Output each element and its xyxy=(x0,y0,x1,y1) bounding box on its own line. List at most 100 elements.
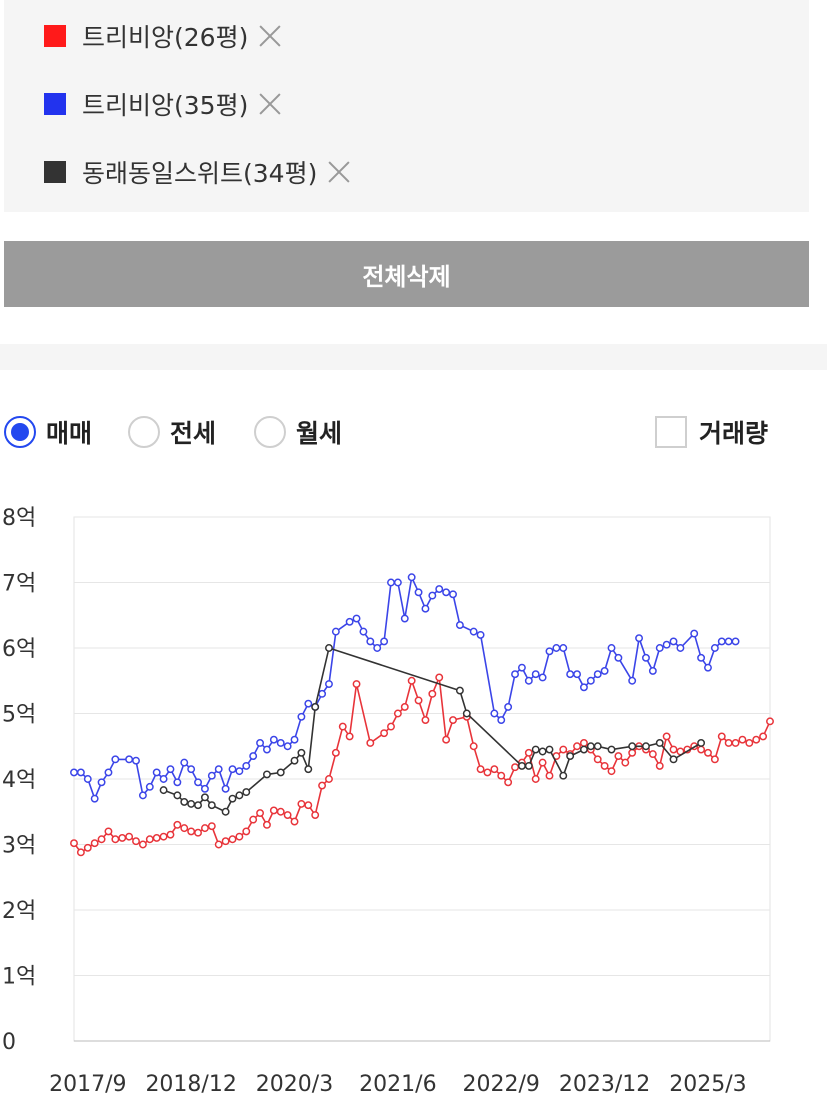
data-point xyxy=(545,745,554,754)
data-point xyxy=(207,771,216,780)
data-point xyxy=(118,834,127,842)
close-icon[interactable] xyxy=(323,157,353,187)
data-point xyxy=(228,794,237,803)
data-point xyxy=(70,839,78,848)
data-point xyxy=(269,806,278,815)
radio-label: 월세 xyxy=(296,419,343,448)
data-point xyxy=(325,680,333,688)
x-tick-label: 2023/12 xyxy=(559,1072,650,1097)
data-point xyxy=(373,644,382,652)
data-point xyxy=(380,729,389,738)
data-point xyxy=(669,637,678,646)
data-point xyxy=(125,832,134,841)
data-point xyxy=(159,786,168,795)
complex-label: 동래동일스위트(34평) xyxy=(82,159,318,188)
data-point xyxy=(531,775,540,783)
data-point xyxy=(497,716,506,725)
data-point xyxy=(393,709,402,718)
data-point xyxy=(759,732,768,741)
data-point xyxy=(600,761,609,770)
data-point xyxy=(276,739,285,747)
y-tick-label: 5억 xyxy=(2,703,36,728)
data-point xyxy=(187,765,196,774)
data-point xyxy=(90,794,99,803)
data-point xyxy=(263,770,271,779)
data-point xyxy=(497,771,506,780)
data-point xyxy=(579,683,588,692)
data-point xyxy=(607,767,616,776)
data-point xyxy=(97,835,106,844)
data-point xyxy=(504,703,513,711)
x-tick-label: 2018/12 xyxy=(145,1072,236,1097)
data-point xyxy=(476,630,485,639)
data-point xyxy=(600,666,609,675)
delete-all-button[interactable]: 전체삭제 xyxy=(4,241,809,307)
data-point xyxy=(517,663,526,672)
data-point xyxy=(194,801,202,810)
data-point xyxy=(579,745,588,754)
data-point xyxy=(545,771,554,780)
data-point xyxy=(304,801,313,810)
data-point xyxy=(469,627,478,636)
data-point xyxy=(559,644,568,652)
data-point xyxy=(710,755,719,764)
data-point xyxy=(221,807,230,816)
data-point xyxy=(552,644,561,652)
data-point xyxy=(524,748,533,757)
radio-label: 전세 xyxy=(170,419,217,448)
close-icon[interactable] xyxy=(254,89,284,119)
data-point xyxy=(435,673,444,682)
data-point xyxy=(449,716,457,725)
data-point xyxy=(290,756,299,765)
data-point xyxy=(83,775,92,783)
data-point xyxy=(380,637,389,646)
data-point xyxy=(476,765,485,774)
data-point xyxy=(428,689,437,698)
y-tick-label: 4억 xyxy=(2,768,36,793)
data-point xyxy=(173,820,182,829)
data-point xyxy=(70,768,78,777)
data-point xyxy=(628,748,637,757)
radio-jeonse[interactable]: 전세 xyxy=(128,414,216,450)
data-point xyxy=(469,742,478,751)
data-point xyxy=(449,590,457,599)
close-icon[interactable] xyxy=(254,21,284,51)
data-point xyxy=(559,745,568,754)
data-point xyxy=(166,765,175,774)
radio-sale[interactable]: 매매 xyxy=(4,414,92,450)
data-point xyxy=(593,742,602,751)
data-point xyxy=(187,799,196,808)
data-point xyxy=(662,640,671,649)
data-point xyxy=(235,791,244,800)
data-point xyxy=(352,680,361,688)
data-point xyxy=(352,614,361,623)
data-point xyxy=(194,828,202,837)
data-point xyxy=(697,653,706,662)
data-point xyxy=(393,578,402,587)
checkbox-label: 거래량 xyxy=(699,419,769,448)
data-point xyxy=(221,837,230,846)
data-point xyxy=(490,709,499,718)
data-point xyxy=(263,745,271,754)
data-point xyxy=(345,617,354,626)
data-point xyxy=(442,588,451,597)
volume-checkbox[interactable]: 거래량 xyxy=(655,414,768,450)
data-point xyxy=(766,717,774,726)
data-point xyxy=(297,799,306,808)
data-point xyxy=(152,768,161,777)
data-point xyxy=(159,775,168,783)
data-point xyxy=(648,666,657,675)
data-point xyxy=(538,758,547,767)
data-point xyxy=(717,637,726,646)
radio-monthly-rent[interactable]: 월세 xyxy=(254,414,342,450)
section-divider xyxy=(0,344,827,370)
data-point xyxy=(593,670,602,679)
data-point xyxy=(132,756,140,765)
data-point xyxy=(263,820,271,829)
data-point xyxy=(297,748,306,757)
x-tick-label: 2020/3 xyxy=(256,1072,333,1097)
data-point xyxy=(83,843,92,852)
data-point xyxy=(621,758,630,767)
x-tick-label: 2021/6 xyxy=(359,1072,436,1097)
data-point xyxy=(283,742,292,751)
